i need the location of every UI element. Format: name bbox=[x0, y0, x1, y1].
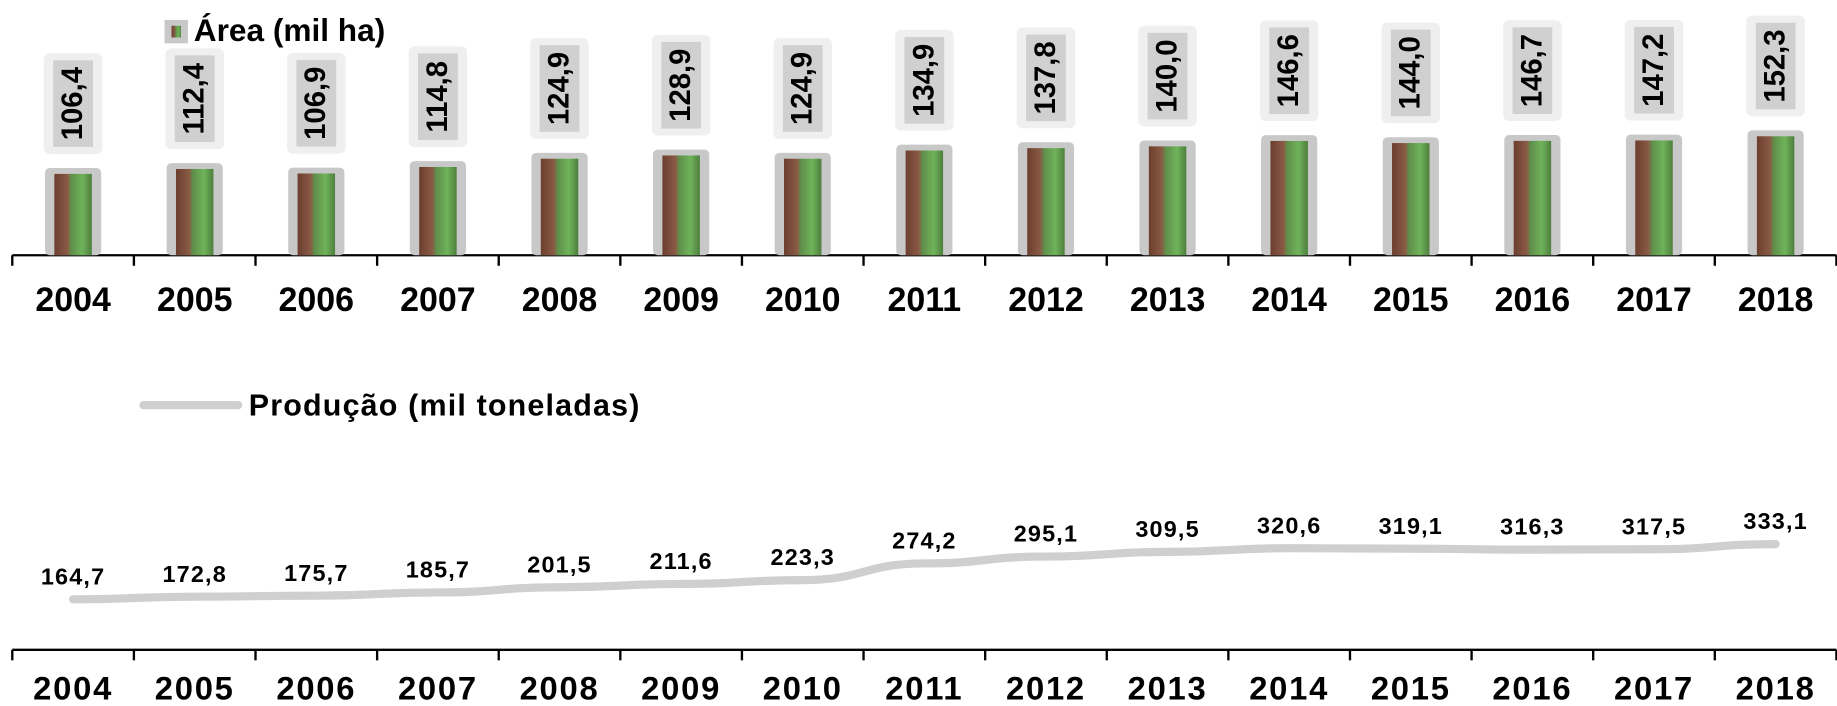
x-tick-label: 2010 bbox=[763, 669, 843, 706]
value-label-box-inner bbox=[1512, 27, 1553, 114]
value-label-box-inner bbox=[1026, 34, 1066, 122]
value-label: 152,3 bbox=[1760, 29, 1792, 102]
x-tick-label: 2004 bbox=[33, 669, 113, 706]
value-label: 124,9 bbox=[787, 52, 819, 125]
value-label-box-inner bbox=[1269, 27, 1310, 115]
bar-image bbox=[1513, 140, 1552, 256]
x-tick-label: 2008 bbox=[520, 669, 600, 706]
x-tick-label: 2009 bbox=[641, 669, 721, 706]
x-tick-label: 2016 bbox=[1492, 669, 1572, 706]
x-tick-label: 2014 bbox=[1251, 281, 1327, 319]
bar-image bbox=[662, 155, 700, 256]
value-label: 317,5 bbox=[1622, 513, 1686, 539]
value-label: 128,9 bbox=[665, 49, 697, 122]
value-label: 144,0 bbox=[1395, 36, 1427, 109]
value-label: 164,7 bbox=[41, 563, 105, 589]
x-tick-label: 2017 bbox=[1614, 669, 1694, 706]
value-label-box-inner bbox=[661, 41, 702, 129]
value-label: 274,2 bbox=[892, 528, 956, 554]
value-label-box-inner bbox=[418, 53, 458, 141]
bar-image bbox=[905, 150, 944, 256]
value-label: 316,3 bbox=[1500, 514, 1564, 540]
x-tick-label: 2007 bbox=[400, 281, 476, 319]
x-tick-label: 2006 bbox=[276, 669, 356, 706]
legend-label: Produção (mil toneladas) bbox=[249, 388, 641, 422]
x-tick-label: 2009 bbox=[643, 281, 718, 319]
legend-label: Área (mil ha) bbox=[194, 12, 385, 48]
x-tick-label: 2013 bbox=[1128, 669, 1208, 706]
x-tick-label: 2016 bbox=[1495, 281, 1571, 319]
value-label-box-inner bbox=[782, 45, 823, 132]
value-label-box-inner bbox=[296, 59, 337, 147]
line bbox=[68, 540, 1780, 604]
x-tick-label: 2014 bbox=[1249, 669, 1329, 706]
bar-image bbox=[54, 173, 92, 256]
value-label: 134,9 bbox=[908, 44, 940, 117]
x-tick-label: 2006 bbox=[279, 281, 355, 319]
bar-image bbox=[1148, 146, 1187, 256]
bar-image bbox=[1756, 136, 1795, 256]
legend-swatch-image bbox=[171, 25, 181, 38]
value-label: 106,4 bbox=[57, 66, 89, 140]
x-tick-label: 2018 bbox=[1738, 281, 1814, 319]
value-label-box-inner bbox=[904, 36, 945, 124]
x-tick-label: 2015 bbox=[1373, 281, 1448, 319]
value-label: 175,7 bbox=[284, 560, 348, 586]
value-label-box-inner bbox=[1755, 22, 1796, 110]
value-label: 223,3 bbox=[771, 544, 835, 570]
bar-image bbox=[1392, 143, 1430, 256]
x-tick-label: 2005 bbox=[157, 281, 233, 319]
bar-image bbox=[297, 173, 336, 256]
value-label-box-inner bbox=[174, 55, 215, 143]
value-label: 146,6 bbox=[1273, 34, 1305, 107]
x-tick-label: 2004 bbox=[35, 281, 111, 319]
x-tick-label: 2015 bbox=[1371, 669, 1451, 706]
bar-image bbox=[784, 158, 822, 256]
x-tick-label: 2007 bbox=[398, 669, 478, 706]
x-tick-label: 2018 bbox=[1736, 669, 1816, 706]
x-tick-label: 2011 bbox=[885, 669, 963, 706]
value-label: 295,1 bbox=[1014, 521, 1078, 547]
value-label: 319,1 bbox=[1379, 513, 1443, 539]
value-label: 140,0 bbox=[1151, 39, 1183, 112]
x-tick-label: 2011 bbox=[888, 281, 962, 319]
bar-image bbox=[1270, 140, 1308, 256]
x-tick-label: 2012 bbox=[1006, 669, 1086, 706]
bar-image bbox=[1635, 140, 1673, 256]
value-label: 185,7 bbox=[406, 557, 470, 583]
value-label-box-inner bbox=[539, 45, 580, 132]
bar-image bbox=[540, 158, 579, 256]
value-label: 333,1 bbox=[1743, 508, 1807, 534]
value-label-box-inner bbox=[53, 60, 93, 147]
x-tick-label: 2010 bbox=[765, 281, 840, 319]
value-label: 124,9 bbox=[543, 52, 575, 125]
value-label: 114,8 bbox=[422, 61, 454, 133]
value-label: 147,2 bbox=[1638, 34, 1670, 107]
x-tick-label: 2013 bbox=[1130, 281, 1206, 319]
bar-image bbox=[175, 168, 214, 256]
x-tick-label: 2005 bbox=[155, 669, 235, 706]
x-tick-label: 2008 bbox=[522, 281, 598, 319]
value-label: 320,6 bbox=[1257, 512, 1321, 538]
value-label: 309,5 bbox=[1135, 516, 1199, 542]
value-label: 112,4 bbox=[179, 62, 211, 134]
x-tick-label: 2012 bbox=[1008, 281, 1084, 319]
value-label: 201,5 bbox=[527, 551, 591, 577]
value-label: 137,8 bbox=[1030, 41, 1062, 114]
value-label: 146,7 bbox=[1516, 34, 1548, 107]
value-label: 211,6 bbox=[650, 548, 713, 574]
value-label-box-inner bbox=[1147, 32, 1188, 120]
value-label-box-inner bbox=[1390, 29, 1431, 117]
value-label: 106,9 bbox=[300, 67, 332, 140]
x-tick-label: 2017 bbox=[1616, 281, 1692, 319]
value-label: 172,8 bbox=[162, 561, 226, 587]
bar-image bbox=[419, 167, 457, 256]
bar-image bbox=[1027, 148, 1065, 256]
value-label-box-inner bbox=[1634, 26, 1674, 114]
